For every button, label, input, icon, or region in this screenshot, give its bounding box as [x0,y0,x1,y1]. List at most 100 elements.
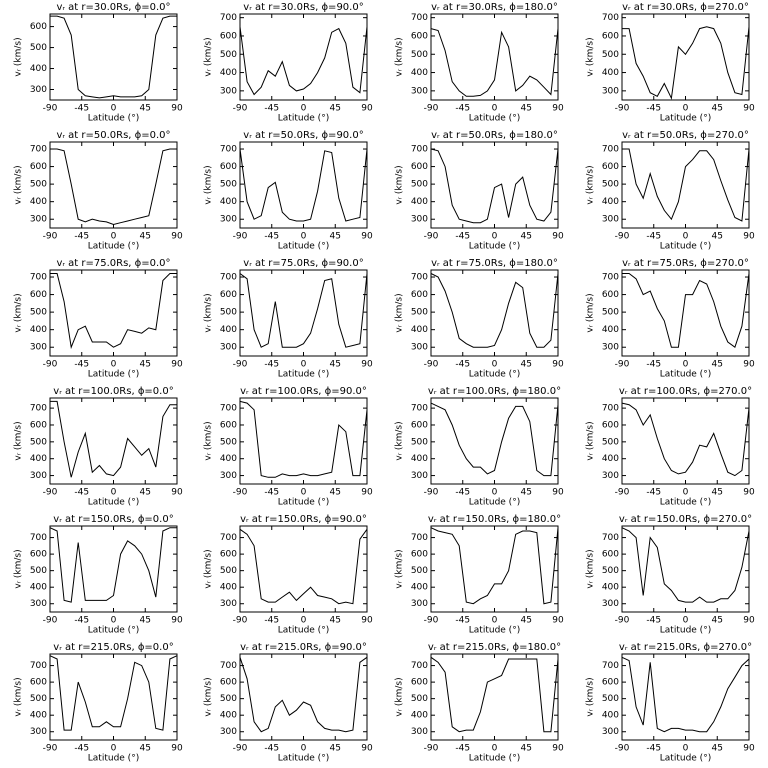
y-tick-label: 500 [411,180,428,190]
plot-frame [239,525,368,613]
subplot-title: vᵣ at r=30.0Rs, ϕ=180.0° [431,2,558,13]
x-tick-label: 45 [330,744,341,754]
x-tick-label: -90 [424,232,439,242]
data-line [50,400,177,478]
y-tick-label: 700 [220,404,237,414]
y-tick-label: 700 [30,145,47,155]
y-tick-label: 300 [30,599,47,609]
x-tick-label: 0 [492,488,498,498]
x-tick-label: 0 [492,104,498,114]
y-axis-label: vᵣ (km/s) [395,293,405,332]
y-tick-label: 500 [30,437,47,447]
y-tick-label: 300 [220,343,237,353]
x-tick-label: -90 [615,616,630,626]
y-tick-label: 600 [220,678,237,688]
subplot-title: vᵣ at r=75.0Rs, ϕ=90.0° [243,258,363,269]
y-tick-label: 700 [220,13,237,23]
x-tick-label: -45 [74,232,89,242]
x-axis-label: Latitude (°) [278,242,329,252]
x-tick-label: 90 [171,616,183,626]
y-tick-label: 300 [411,727,428,737]
plot-frame [239,653,368,741]
y-tick-label: 600 [220,420,237,430]
y-tick-label: 500 [411,437,428,447]
y-tick-label: 300 [30,471,47,481]
plot-frame [621,141,750,229]
y-tick-label: 600 [411,290,428,300]
x-tick-label: 0 [683,104,689,114]
x-tick-label: 90 [361,616,373,626]
x-tick-label: -45 [455,360,470,370]
x-tick-label: -90 [233,744,248,754]
subplot-title: vᵣ at r=100.0Rs, ϕ=90.0° [240,386,367,397]
x-tick-label: 45 [140,744,151,754]
x-axis-label: Latitude (°) [278,370,329,380]
plot-frame [49,397,178,485]
y-tick-label: 600 [602,420,619,430]
subplot: vᵣ at r=50.0Rs, ϕ=270.0° -90 -45 0 45 90 300 40… [586,130,755,252]
subplot: vᵣ at r=75.0Rs, ϕ=180.0° -90 -45 0 45 90 300 40… [395,258,564,380]
y-tick-label: 500 [220,566,237,576]
x-tick-label: 90 [552,232,564,242]
x-tick-label: 90 [361,104,373,114]
subplot: vᵣ at r=50.0Rs, ϕ=90.0° -90 -45 0 45 90 300 400… [204,130,373,252]
x-tick-label: 45 [140,104,151,114]
data-line [430,402,559,477]
x-tick-label: 0 [683,232,689,242]
y-axis-label: vᵣ (km/s) [14,37,24,76]
plot-frame [430,397,559,485]
subplot: vᵣ at r=30.0Rs, ϕ=180.0° -90 -45 0 45 90 300 40… [395,2,564,124]
y-axis-label: vᵣ (km/s) [586,37,596,76]
x-axis-label: Latitude (°) [469,114,520,124]
x-tick-label: 90 [171,744,183,754]
y-tick-label: 600 [602,550,619,560]
plot-frame [430,525,559,613]
plot-frame [239,397,368,485]
x-tick-label: 90 [743,488,755,498]
y-tick-label: 300 [220,86,237,96]
y-tick-label: 400 [411,68,428,78]
x-tick-label: 0 [301,104,307,114]
y-tick-label: 300 [411,86,428,96]
y-tick-label: 400 [411,711,428,721]
x-axis-label: Latitude (°) [660,498,711,508]
x-tick-label: -90 [615,232,630,242]
x-tick-label: 90 [361,360,373,370]
x-tick-label: -45 [264,744,279,754]
y-tick-label: 700 [220,661,237,671]
y-axis-label: vᵣ (km/s) [395,677,405,716]
subplot-title: vᵣ at r=50.0Rs, ϕ=90.0° [243,130,363,141]
subplot-title: vᵣ at r=150.0Rs, ϕ=270.0° [619,514,752,525]
y-tick-label: 400 [30,197,47,207]
y-tick-label: 600 [602,31,619,41]
y-axis-label: vᵣ (km/s) [395,421,405,460]
x-tick-label: -90 [43,744,58,754]
x-tick-label: -45 [455,104,470,114]
y-tick-label: 700 [411,145,428,155]
x-tick-label: -45 [74,616,89,626]
y-tick-label: 500 [411,308,428,318]
x-axis-label: Latitude (°) [88,498,139,508]
x-tick-label: 90 [552,744,564,754]
y-tick-label: 500 [411,50,428,60]
subplot: vᵣ at r=150.0Rs, ϕ=0.0° -90 -45 0 45 90 300 400… [14,514,183,636]
x-tick-label: 90 [552,488,564,498]
data-line [430,273,559,348]
x-axis-label: Latitude (°) [660,242,711,252]
x-tick-label: -45 [646,360,661,370]
x-tick-label: 45 [521,488,532,498]
plot-frame [430,269,559,357]
x-tick-label: 45 [140,616,151,626]
y-axis-label: vᵣ (km/s) [14,421,24,460]
y-axis-label: vᵣ (km/s) [14,165,24,204]
x-axis-label: Latitude (°) [469,370,520,380]
x-tick-label: 45 [330,104,341,114]
subplot-title: vᵣ at r=150.0Rs, ϕ=180.0° [428,514,561,525]
y-tick-label: 400 [30,64,47,74]
x-tick-label: -45 [264,360,279,370]
data-line [621,656,750,733]
y-tick-label: 600 [30,290,47,300]
y-axis-label: vᵣ (km/s) [586,165,596,204]
x-axis-label: Latitude (°) [88,754,139,764]
subplot: vᵣ at r=50.0Rs, ϕ=0.0° -90 -45 0 45 90 300 400 5… [14,130,183,252]
